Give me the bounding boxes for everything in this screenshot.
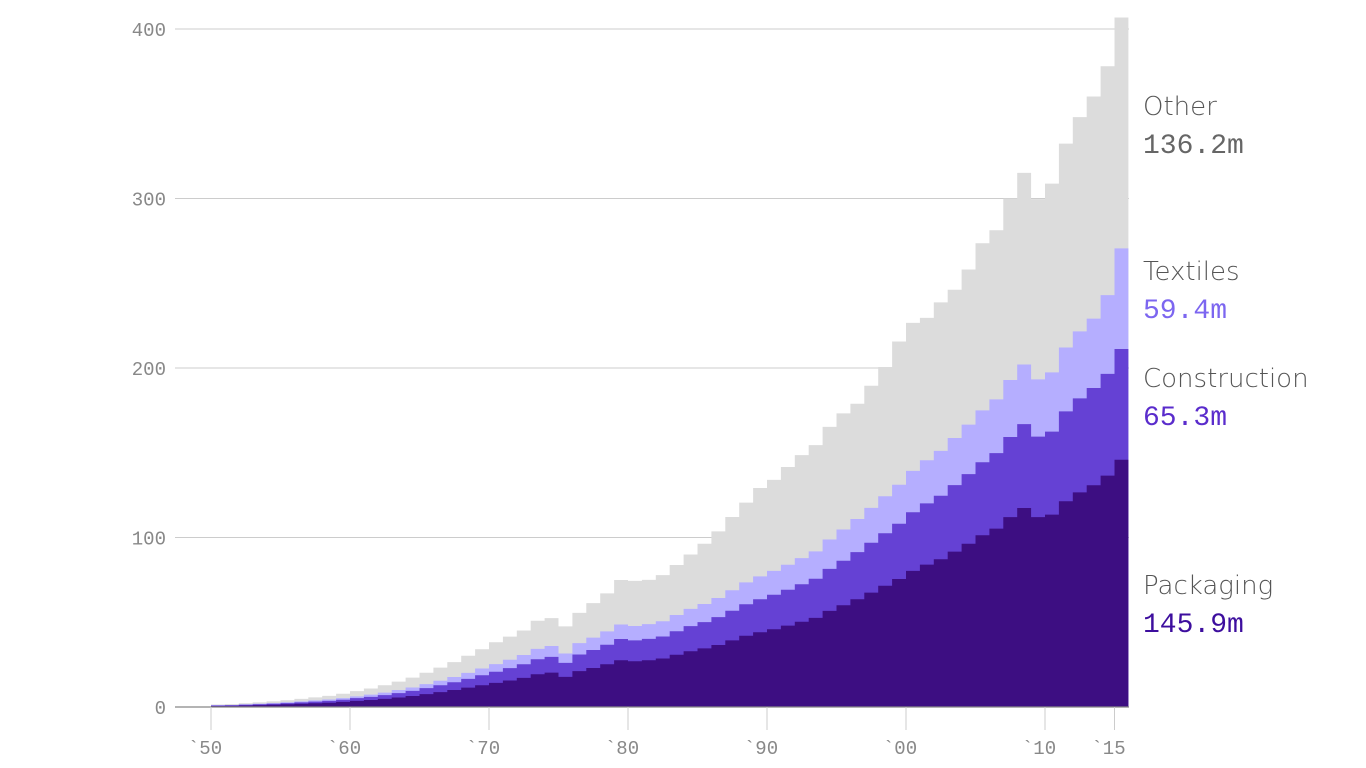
x-tick-label: `15 [1091, 738, 1125, 760]
x-tick-label: `70 [466, 738, 500, 760]
x-tick-label: `80 [605, 738, 639, 760]
x-axis: `50 `60 `70 `80 `90 `00 `10 `15 [188, 707, 1126, 760]
legend-item-packaging: Packaging 145.9m [1143, 571, 1273, 643]
y-tick-label: 0 [155, 698, 166, 720]
legend-label: Construction [1143, 364, 1309, 394]
legend-item-other: Other 136.2m [1143, 92, 1244, 164]
x-tick-label: `10 [1022, 738, 1056, 760]
legend-value: 59.4m [1143, 296, 1228, 327]
legend-item-construction: Construction 65.3m [1143, 364, 1309, 436]
legend-label: Packaging [1143, 571, 1274, 601]
legend-item-textiles: Textiles 59.4m [1143, 257, 1240, 329]
x-tick-label: `90 [744, 738, 778, 760]
x-tick-label: `00 [883, 738, 917, 760]
x-tick-label: `60 [327, 738, 361, 760]
stacked-bars [211, 17, 1129, 708]
legend-label: Textiles [1143, 257, 1240, 287]
series-packaging [211, 459, 1129, 707]
legend-value: 145.9m [1143, 610, 1244, 641]
y-axis: 0 100 200 300 400 [132, 20, 166, 720]
x-tick-label: `50 [188, 738, 222, 760]
legend-label: Other [1143, 92, 1217, 122]
y-tick-label: 100 [132, 529, 166, 551]
y-tick-label: 300 [132, 190, 166, 212]
legend-value: 136.2m [1143, 131, 1244, 162]
y-tick-label: 200 [132, 359, 166, 381]
legend-value: 65.3m [1143, 403, 1228, 434]
y-tick-label: 400 [132, 20, 166, 42]
